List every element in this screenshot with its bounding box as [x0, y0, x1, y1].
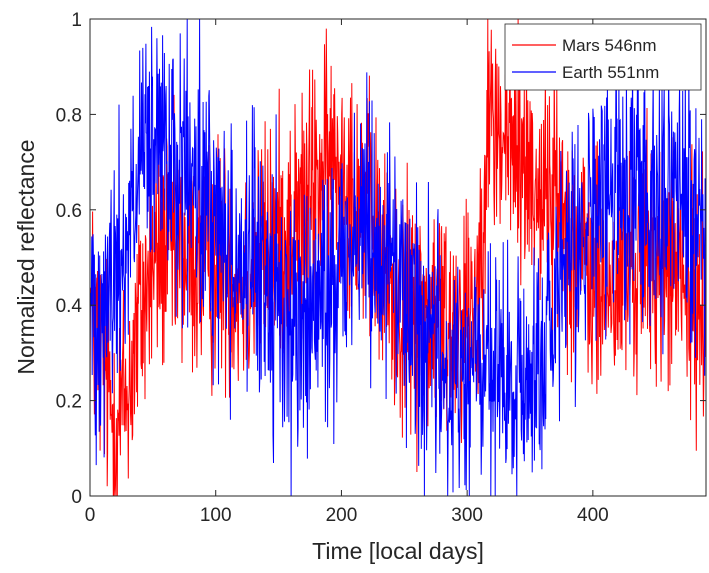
x-tick-label: 100: [200, 505, 232, 526]
series-layer: [90, 19, 706, 496]
y-axis-label: Normalized reflectance: [13, 139, 39, 374]
legend-label-mars: Mars 546nm: [562, 36, 656, 55]
legend-label-earth: Earth 551nm: [562, 63, 659, 82]
x-axis-label: Time [local days]: [312, 538, 484, 564]
y-tick-label: 0.2: [56, 392, 82, 413]
y-tick-label: 0.6: [56, 201, 82, 222]
x-tick-label: 200: [326, 505, 358, 526]
legend-box: [504, 23, 702, 91]
x-tick-label: 0: [85, 505, 96, 526]
x-tick-label: 400: [577, 505, 609, 526]
y-tick-label: 0.4: [56, 296, 83, 317]
legend: Mars 546nm Earth 551nm: [504, 23, 702, 91]
x-tick-label: 300: [451, 505, 483, 526]
y-tick-label: 1: [71, 10, 82, 31]
y-tick-label: 0.8: [56, 105, 82, 126]
series-line-earth: [90, 19, 706, 496]
axis-ticks: 0 100 200 300 400 0 0.2 0.4 0.6 0.8 1: [56, 10, 706, 526]
y-tick-label: 0: [71, 487, 82, 508]
axes-box: [89, 18, 707, 497]
